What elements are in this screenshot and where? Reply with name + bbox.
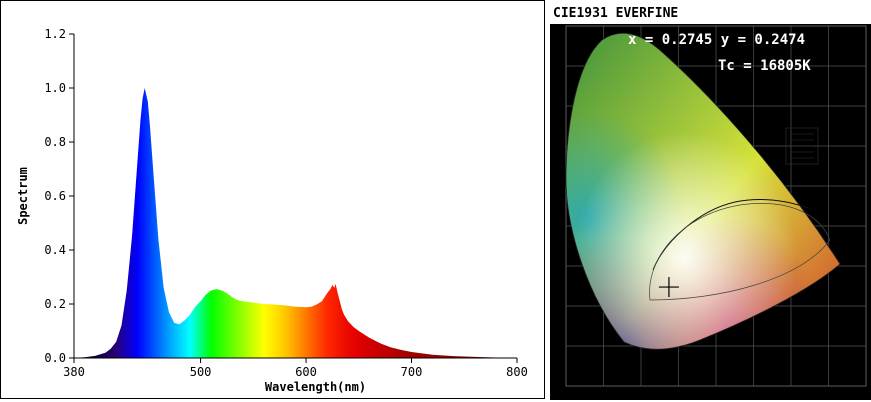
color-temperature-readout: Tc = 16805K (718, 58, 811, 74)
cie-color-gamut (565, 33, 840, 350)
x-axis-title: Wavelength(nm) (265, 380, 366, 394)
cie-chromaticity-diagram: CIE1931 EVERFINE x = 0.2745 y = 0 (550, 0, 871, 387)
x-tick-label: 800 (506, 365, 528, 379)
x-tick-label: 500 (190, 365, 212, 379)
x-tick-label: 600 (295, 365, 317, 379)
spectrum-chart-panel: 380 500 600 700 800 0.0 0.2 0.4 0.6 0.8 1.0 1.2 Wav… (0, 0, 545, 399)
y-tick-label: 0.0 (44, 351, 66, 365)
chromaticity-xy-readout: x = 0.2745 y = 0.2474 (628, 32, 805, 48)
spectrum-chart: 380 500 600 700 800 0.0 0.2 0.4 0.6 0.8 1.0 1.2 Wav… (16, 27, 528, 394)
cie-header-strip (550, 0, 871, 24)
tolerance-ellipse (649, 203, 831, 301)
y-tick-label: 0.2 (44, 297, 66, 311)
y-tick-label: 0.8 (44, 135, 66, 149)
x-tick-label: 380 (63, 365, 85, 379)
spectrum-area (74, 88, 517, 358)
y-tick-label: 0.6 (44, 189, 66, 203)
y-axis-title: Spectrum (16, 167, 30, 225)
x-tick-label: 700 (401, 365, 423, 379)
chromaticity-point-marker (658, 277, 679, 298)
cie-chromaticity-panel: CIE1931 EVERFINE x = 0.2745 y = 0 (550, 0, 871, 400)
spectral-locus (565, 32, 841, 350)
y-tick-label: 1.2 (44, 27, 66, 41)
planckian-locus (652, 199, 809, 271)
y-tick-label: 1.0 (44, 81, 66, 95)
y-tick-label: 0.4 (44, 243, 66, 257)
cie-legend-box (785, 127, 819, 165)
cie-title: CIE1931 EVERFINE (553, 6, 678, 21)
